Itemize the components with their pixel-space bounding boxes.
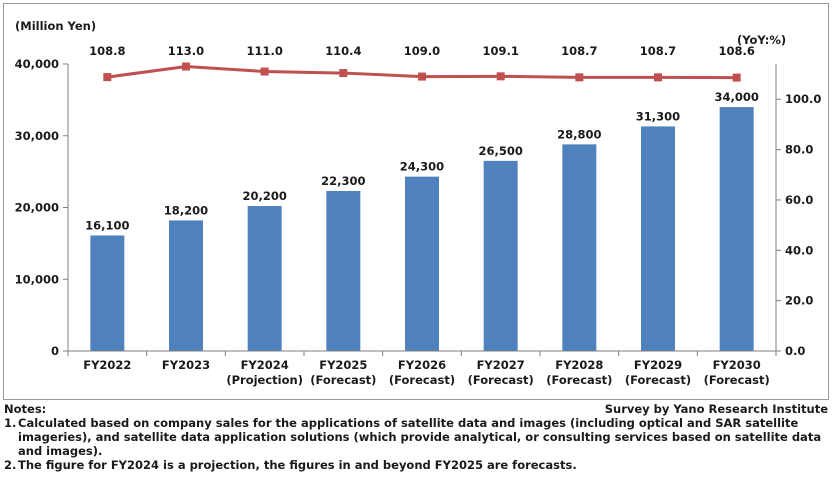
yoy-marker xyxy=(103,73,112,82)
note-item: 2. The figure for FY2024 is a projection… xyxy=(4,458,828,472)
x-tick-label: (Forecast) xyxy=(546,373,612,387)
bar xyxy=(483,160,518,351)
bar xyxy=(247,206,282,351)
x-tick-label: FY2022 xyxy=(83,358,131,372)
right-tick-label: 100.0 xyxy=(785,92,821,106)
right-tick-label: 20.0 xyxy=(785,294,813,308)
right-axis-title: (YoY:%) xyxy=(737,33,787,47)
chart-plot: 0 10,000 20,000 30,000 40,000 0.0 20.0 40.0 60.0… xyxy=(15,44,822,387)
bar-data-label: 22,300 xyxy=(321,174,365,188)
bar xyxy=(719,107,754,351)
x-tick-label: FY2027 xyxy=(477,358,525,372)
note-text: The figure for FY2024 is a projection, t… xyxy=(18,458,577,472)
bar xyxy=(90,235,125,351)
yoy-data-label: 108.8 xyxy=(89,44,125,58)
x-tick-label: FY2025 xyxy=(319,358,367,372)
x-tick-label: FY2030 xyxy=(713,358,761,372)
x-tick-label: FY2029 xyxy=(634,358,682,372)
bar xyxy=(326,190,361,351)
bar-data-label: 34,000 xyxy=(714,90,758,104)
left-tick-label: 40,000 xyxy=(15,57,59,71)
bar-data-label: 24,300 xyxy=(400,160,444,174)
yoy-data-label: 109.0 xyxy=(404,44,440,58)
yoy-marker xyxy=(182,62,190,71)
source-credit: Survey by Yano Research Institute xyxy=(604,402,828,416)
note-number: 1. xyxy=(4,416,17,430)
left-tick-label: 20,000 xyxy=(15,201,59,215)
yoy-data-label: 110.4 xyxy=(325,44,361,58)
left-axis-title: (Million Yen) xyxy=(15,19,97,33)
yoy-data-label: 109.1 xyxy=(482,44,518,58)
yoy-data-label: 113.0 xyxy=(168,44,204,58)
x-tick-label: (Forecast) xyxy=(704,373,770,387)
x-tick-label: FY2023 xyxy=(162,358,210,372)
notes-section: Notes: Survey by Yano Research Institute… xyxy=(4,402,828,472)
left-tick-label: 30,000 xyxy=(15,129,59,143)
yoy-data-label: 108.7 xyxy=(640,44,676,58)
note-text: Calculated based on company sales for th… xyxy=(18,416,822,458)
yoy-marker xyxy=(575,73,584,82)
yoy-marker xyxy=(339,69,348,78)
bar-data-label: 31,300 xyxy=(636,109,680,123)
x-tick-label: FY2024 xyxy=(241,358,289,372)
x-tick-label: (Forecast) xyxy=(625,373,691,387)
bar xyxy=(562,144,597,351)
x-tick-label: FY2028 xyxy=(555,358,603,372)
right-tick-label: 40.0 xyxy=(785,243,813,257)
right-tick-label: 80.0 xyxy=(785,143,813,157)
bar xyxy=(169,220,203,351)
note-item: 1. Calculated based on company sales for… xyxy=(4,416,828,458)
x-tick-label: (Forecast) xyxy=(310,373,376,387)
bar xyxy=(405,176,439,351)
bar-data-label: 20,200 xyxy=(242,189,286,203)
yoy-marker xyxy=(732,73,741,82)
left-tick-label: 10,000 xyxy=(15,272,59,286)
x-tick-label: (Forecast) xyxy=(389,373,455,387)
yoy-marker xyxy=(418,72,426,81)
bar-data-label: 28,800 xyxy=(557,127,601,141)
bar-data-label: 18,200 xyxy=(164,203,208,217)
x-tick-label: (Projection) xyxy=(226,373,303,387)
notes-heading: Notes: xyxy=(4,402,47,416)
chart-frame: (Million Yen) (YoY:%) 0 10,000 20,000 30,00… xyxy=(3,3,829,400)
yoy-data-label: 108.7 xyxy=(561,44,597,58)
right-tick-label: 0.0 xyxy=(785,344,805,358)
x-tick-label: FY2026 xyxy=(398,358,446,372)
yoy-marker xyxy=(654,73,662,82)
bar-data-label: 16,100 xyxy=(85,218,129,232)
x-tick-label: (Forecast) xyxy=(468,373,534,387)
bar xyxy=(641,126,675,351)
bar-data-label: 26,500 xyxy=(478,144,522,158)
yoy-data-label: 111.0 xyxy=(246,44,282,58)
note-number: 2. xyxy=(4,458,17,472)
left-tick-label: 0 xyxy=(51,344,59,358)
yoy-marker xyxy=(260,67,269,76)
yoy-data-label: 108.6 xyxy=(718,44,754,58)
right-tick-label: 60.0 xyxy=(785,193,813,207)
yoy-marker xyxy=(496,72,505,81)
